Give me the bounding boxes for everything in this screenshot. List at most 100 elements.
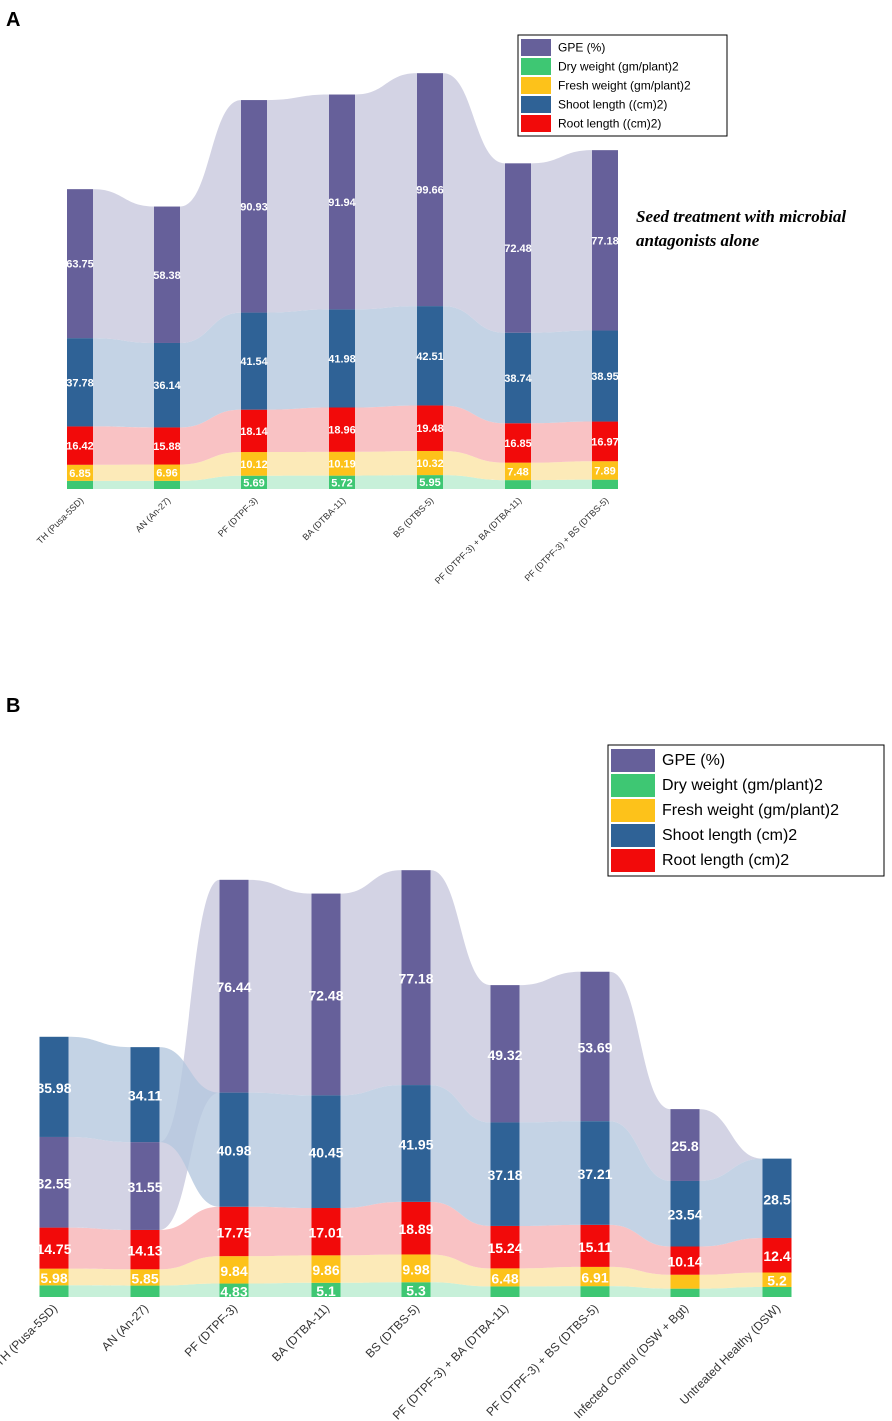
value-label: 9.86 (312, 1262, 339, 1278)
value-label: 49.32 (487, 1047, 522, 1063)
value-label: 34.11 (128, 1088, 162, 1104)
panel-b-letter: B (6, 695, 20, 717)
value-label: 36.14 (153, 380, 181, 392)
bar-shootlength (592, 330, 618, 422)
value-label: 10.19 (328, 459, 356, 471)
bar-stack-bs-dtbs-5: 5.3 9.98 18.89 77.18 41.95 (398, 870, 434, 1299)
bar-dryweight (580, 1286, 610, 1297)
value-label: 35.98 (36, 1080, 71, 1096)
bar-rootlength (505, 423, 531, 463)
bar-shootlength (67, 338, 93, 427)
legend-swatch (521, 39, 551, 56)
value-label: 5.69 (243, 477, 264, 489)
value-label: 6.85 (69, 468, 90, 480)
bar-gpe (490, 985, 520, 1123)
bar-gpe (592, 150, 618, 331)
value-label: 6.96 (156, 468, 177, 480)
legend-swatch (521, 96, 551, 113)
bar-freshweight (154, 464, 180, 481)
value-label: 38.95 (591, 371, 619, 383)
value-label: 77.18 (398, 971, 433, 987)
band-gpe (68, 870, 763, 1230)
bar-stack-pf-dtpf-3: 4.83 9.84 17.75 76.44 40.98 (216, 879, 252, 1299)
bar-shootlength (311, 1095, 341, 1208)
legend-item: Fresh weight (gm/plant)2 (611, 799, 839, 822)
value-label: 6.48 (491, 1270, 518, 1286)
bar-stack-bs-dtbs-5: 5.95 10.32 19.48 42.51 99.66 (416, 73, 444, 489)
bar-gpe (311, 893, 341, 1096)
chart-panel-a: 6.85 16.42 37.78 63.75 TH (Pusa-5SD) 6.96 15.8… (35, 73, 619, 586)
bar-rootlength (592, 421, 618, 462)
x-tick-label: BS (DTBS-5) (391, 495, 435, 539)
value-label: 41.54 (240, 356, 268, 368)
bar-shootlength (329, 309, 355, 408)
bar-stack-th-pusa-5sd: 5.98 14.75 32.55 35.98 (36, 1036, 72, 1297)
legend-swatch (611, 849, 655, 872)
legend-label: Dry weight (gm/plant)2 (662, 777, 823, 794)
value-label: 41.95 (398, 1136, 433, 1152)
value-label: 6.91 (581, 1270, 608, 1286)
bar-freshweight (401, 1254, 431, 1283)
value-label: 9.98 (402, 1261, 429, 1277)
bar-gpe (417, 73, 443, 307)
value-label: 4.83 (220, 1283, 247, 1299)
legend-label: Dry weight (gm/plant)2 (558, 60, 679, 74)
bar-freshweight (67, 464, 93, 481)
legend-swatch (521, 115, 551, 132)
value-label: 10.14 (667, 1254, 702, 1270)
bar-stack-infected-control-dsw-bgt: 10.14 25.8 23.54 (667, 1109, 703, 1297)
legend-label: Fresh weight (gm/plant)2 (662, 802, 839, 819)
bar-gpe (329, 94, 355, 310)
bar-freshweight (762, 1272, 792, 1287)
band-freshweight (68, 1254, 763, 1289)
value-label: 91.94 (328, 197, 356, 209)
bar-shootlength (762, 1158, 792, 1238)
value-label: 76.44 (216, 979, 251, 995)
legend-item: Shoot length ((cm)2) (521, 96, 667, 113)
bar-stack-pf-dtpf-3-bs-dtbs-5: 7.89 16.97 38.95 77.18 (591, 150, 619, 489)
bar-rootlength (580, 1224, 610, 1267)
legend-item: Fresh weight (gm/plant)2 (521, 77, 691, 94)
legend-swatch (611, 774, 655, 797)
value-label: 14.13 (127, 1243, 162, 1259)
value-label: 16.85 (504, 438, 532, 450)
value-label: 14.75 (36, 1241, 71, 1257)
value-label: 31.55 (127, 1179, 162, 1195)
band-shootlength (68, 1036, 763, 1247)
bar-stack-pf-dtpf-3-ba-dtba-11: 6.48 15.24 49.32 37.18 (487, 985, 523, 1297)
value-label: 5.98 (40, 1270, 67, 1286)
value-label: 16.97 (591, 436, 619, 448)
x-tick-label: BA (DTBA-11) (300, 495, 347, 542)
legend-item: Dry weight (gm/plant)2 (521, 58, 679, 75)
value-label: 72.48 (504, 243, 532, 255)
value-label: 42.51 (416, 351, 444, 363)
x-tick-label: TH (Pusa-5SD) (35, 495, 86, 546)
bar-dryweight (417, 475, 443, 489)
value-label: 18.14 (240, 426, 268, 438)
bar-freshweight (329, 451, 355, 476)
bar-stack-ba-dtba-11: 5.1 9.86 17.01 72.48 40.45 (308, 893, 344, 1299)
value-label: 28.5 (763, 1191, 790, 1207)
bar-gpe (670, 1109, 700, 1181)
bar-rootlength (417, 405, 443, 451)
bar-dryweight (130, 1285, 160, 1297)
value-label: 38.74 (504, 373, 532, 385)
bar-rootlength (219, 1206, 249, 1257)
value-label: 32.55 (36, 1175, 71, 1191)
bar-dryweight (329, 475, 355, 489)
legend-box (517, 34, 728, 137)
bar-shootlength (401, 1085, 431, 1202)
legend-label: GPE (%) (662, 752, 725, 769)
value-label: 5.72 (331, 477, 352, 489)
value-label: 7.48 (507, 466, 528, 478)
x-tick-label: Untreated Healthy (DSW) (677, 1301, 783, 1407)
bar-rootlength (762, 1237, 792, 1273)
value-label: 18.89 (398, 1221, 433, 1237)
value-label: 99.66 (416, 185, 444, 197)
value-label: 77.18 (591, 235, 619, 247)
value-label: 17.01 (308, 1225, 343, 1241)
bar-rootlength (67, 426, 93, 465)
x-tick-label: PF (DTPF-3) + BS (DTBS-5) (523, 495, 611, 583)
bar-dryweight (67, 480, 93, 489)
value-label: 10.12 (240, 459, 268, 471)
